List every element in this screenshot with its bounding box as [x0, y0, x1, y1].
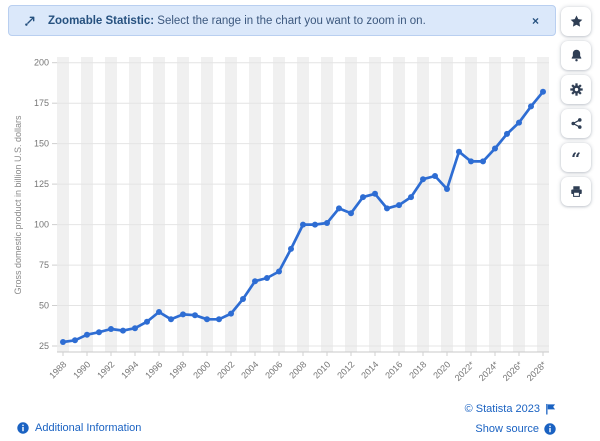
action-toolbar: “ [561, 7, 591, 206]
svg-text:2026*: 2026* [501, 359, 525, 383]
svg-text:175: 175 [34, 98, 49, 108]
svg-text:1996: 1996 [143, 359, 164, 380]
svg-text:1994: 1994 [119, 359, 140, 380]
banner-message: Select the range in the chart you want t… [157, 14, 426, 27]
gridlines [57, 62, 549, 347]
svg-text:2004: 2004 [239, 359, 260, 380]
svg-text:2002: 2002 [215, 359, 236, 380]
gear-icon [569, 83, 583, 96]
svg-text:2012: 2012 [335, 359, 356, 380]
svg-text:2028*: 2028* [525, 359, 549, 383]
svg-text:50: 50 [39, 301, 49, 311]
svg-text:2020: 2020 [431, 359, 452, 380]
favorite-button[interactable] [561, 7, 591, 36]
printer-icon [570, 186, 582, 197]
banner-close-button[interactable]: × [531, 13, 539, 28]
settings-button[interactable] [561, 75, 591, 104]
svg-text:Gross domestic product in bill: Gross domestic product in billion U.S. d… [13, 115, 23, 295]
flag-icon [546, 403, 556, 415]
svg-text:1990: 1990 [71, 359, 92, 380]
gdp-series-line [60, 88, 546, 345]
svg-text:2018: 2018 [407, 359, 428, 380]
source-links: © Statista 2023 Show source [465, 397, 556, 437]
bell-icon [571, 49, 581, 62]
show-source-link[interactable]: Show source [465, 421, 556, 437]
svg-text:2000: 2000 [191, 359, 212, 380]
show-source-label: Show source [475, 423, 539, 435]
share-button[interactable] [561, 109, 591, 138]
svg-text:75: 75 [39, 260, 49, 270]
svg-text:2022*: 2022* [453, 359, 477, 383]
svg-text:1998: 1998 [167, 359, 188, 380]
copyright-label: © Statista 2023 [464, 403, 540, 415]
svg-text:125: 125 [34, 179, 49, 189]
info-icon [17, 422, 29, 434]
banner-text: Zoomable Statistic: Select the range in … [48, 15, 528, 27]
year-bands [57, 57, 549, 352]
notifications-button[interactable] [561, 41, 591, 70]
axes [52, 62, 549, 356]
zoom-range-icon [25, 16, 35, 26]
share-icon [570, 118, 582, 129]
star-icon [570, 15, 582, 27]
svg-text:1992: 1992 [95, 359, 116, 380]
svg-text:2010: 2010 [311, 359, 332, 380]
additional-information-link[interactable]: Additional Information [17, 422, 141, 434]
info-icon [544, 423, 556, 435]
svg-text:2016: 2016 [383, 359, 404, 380]
svg-text:25: 25 [39, 341, 49, 351]
print-button[interactable] [561, 177, 591, 206]
banner-title: Zoomable Statistic: [48, 14, 155, 27]
statista-copyright-link[interactable]: © Statista 2023 [465, 401, 556, 417]
svg-text:2006: 2006 [263, 359, 284, 380]
svg-text:200: 200 [34, 58, 49, 68]
svg-text:“: “ [571, 150, 581, 166]
svg-text:1988: 1988 [47, 359, 68, 380]
quote-icon: “ [571, 150, 581, 166]
cite-button[interactable]: “ [561, 143, 591, 172]
svg-text:100: 100 [34, 220, 49, 230]
svg-text:2024*: 2024* [477, 359, 501, 383]
svg-text:150: 150 [34, 139, 49, 149]
additional-information-label: Additional Information [35, 422, 142, 434]
zoomable-statistic-banner: Zoomable Statistic: Select the range in … [8, 5, 556, 36]
svg-text:2008: 2008 [287, 359, 308, 380]
svg-text:2014: 2014 [359, 359, 380, 380]
